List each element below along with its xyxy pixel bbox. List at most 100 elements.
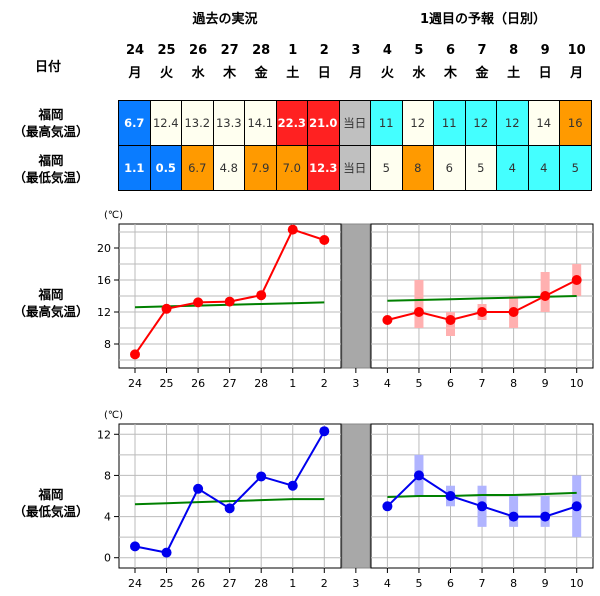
- observed-point: [256, 471, 267, 482]
- min-temp-cell: 5: [559, 145, 592, 191]
- day-number: 2: [319, 43, 329, 58]
- table-label-min-line1: 福岡: [38, 153, 64, 168]
- observed-point: [256, 290, 267, 301]
- day-weekday: 火: [160, 66, 174, 81]
- max-temp-cell: 14: [527, 100, 560, 146]
- x-tick-label: 26: [191, 577, 205, 590]
- day-number: 5: [414, 43, 424, 58]
- x-tick-label: 25: [160, 577, 174, 590]
- day-number: 7: [477, 43, 487, 58]
- x-tick-label: 1: [289, 577, 296, 590]
- day-weekday: 金: [254, 66, 268, 81]
- forecast-point: [413, 307, 424, 317]
- forecast-point: [382, 315, 393, 325]
- min-temp-cell: 4.8: [212, 145, 245, 191]
- x-tick-label: 3: [352, 577, 359, 590]
- forecast-point: [540, 511, 551, 522]
- day-weekday: 月: [349, 66, 363, 81]
- max-temp-cell: 当日: [338, 100, 371, 146]
- min-temp-cell: 8: [401, 145, 434, 191]
- observed-point: [193, 297, 204, 308]
- x-tick-label: 9: [542, 377, 549, 390]
- temperature-table: 6.7 12.4 13.2 13.3 14.1 22.3 21.0 当日 11 12 11 12 12 1…: [118, 100, 592, 191]
- forecast-range-bar: [414, 280, 424, 328]
- day-number: 6: [445, 43, 456, 58]
- observed-point: [319, 426, 330, 437]
- day-weekday: 土: [286, 66, 300, 81]
- day-weekday: 金: [475, 66, 489, 81]
- max-temp-cell: 22.3: [275, 100, 308, 146]
- normal-line: [134, 498, 325, 506]
- today-gap-block: [341, 223, 371, 369]
- x-tick-label: 4: [384, 577, 391, 590]
- x-tick-label: 4: [384, 377, 391, 390]
- forecast-point: [413, 470, 424, 481]
- max-temp-cell: 12.4: [149, 100, 182, 146]
- day-number: 24: [125, 43, 145, 58]
- table-row: 6.7 12.4 13.2 13.3 14.1 22.3 21.0 当日 11 12 11 12 12 1…: [118, 100, 592, 146]
- y-tick-label: 12: [97, 306, 111, 319]
- day-number: 3: [351, 43, 361, 58]
- x-tick-label: 6: [447, 577, 454, 590]
- observed-point: [161, 547, 172, 558]
- chart-label-max: 福岡 （最高気温）: [6, 286, 96, 320]
- day-number: 26: [189, 43, 208, 58]
- day-number: 9: [540, 43, 550, 58]
- min-temp-cell: 7.0: [275, 145, 308, 191]
- min-temp-cell: 5: [370, 145, 403, 191]
- observed-point: [287, 224, 298, 235]
- day-number: 25: [157, 43, 176, 58]
- table-label-min-line2: （最低気温）: [13, 170, 89, 185]
- day-weekday: 水: [191, 66, 205, 81]
- x-tick-label: 24: [128, 577, 142, 590]
- forecast-point: [508, 307, 519, 317]
- x-tick-label: 7: [479, 577, 486, 590]
- min-temp-cell: 7.9: [244, 145, 277, 191]
- x-tick-label: 26: [191, 377, 205, 390]
- date-label: 日付: [34, 60, 61, 75]
- forecast-range-bar: [509, 496, 519, 527]
- x-tick-label: 25: [160, 377, 174, 390]
- table-row: 1.1 0.5 6.7 4.8 7.9 7.0 12.3 当日 5 8 6 5 4 4 5: [118, 145, 592, 191]
- observed-point: [224, 503, 235, 514]
- observed-point: [224, 296, 235, 307]
- day-number: 27: [220, 43, 239, 58]
- forecast-range-bar: [540, 496, 550, 527]
- x-tick-label: 5: [415, 577, 422, 590]
- observed-point: [130, 541, 140, 552]
- x-tick-label: 1: [289, 377, 296, 390]
- max-temp-cell: 12: [496, 100, 529, 146]
- chart-label-min-line1: 福岡: [38, 487, 64, 502]
- max-temp-cell: 12: [401, 100, 434, 146]
- day-number: 4: [382, 43, 392, 58]
- y-tick-label: 20: [97, 242, 111, 255]
- observed-point: [193, 483, 204, 494]
- min-temp-cell: 4: [496, 145, 529, 191]
- x-tick-label: 10: [570, 377, 584, 390]
- day-number: 10: [567, 43, 586, 58]
- day-weekday: 木: [443, 66, 457, 81]
- forecast-point: [445, 315, 456, 325]
- observed-point: [130, 349, 140, 360]
- day-weekday: 日: [317, 66, 331, 81]
- x-tick-label: 7: [479, 377, 486, 390]
- forecast-point: [508, 511, 519, 522]
- x-tick-label: 6: [447, 377, 454, 390]
- observed-point: [287, 480, 298, 491]
- normal-line: [387, 491, 577, 499]
- forecast-point: [382, 501, 393, 512]
- y-tick-label: 8: [104, 469, 111, 482]
- y-tick-label: 12: [97, 428, 111, 441]
- max-temp-cell: 16: [559, 100, 592, 146]
- day-weekday: 木: [223, 66, 237, 81]
- unit-label: (℃): [104, 210, 123, 221]
- forecast-title: 1週目の予報（日別）: [419, 12, 547, 27]
- min-temp-cell: 0.5: [149, 145, 182, 191]
- table-label-max-line2: （最高気温）: [13, 124, 89, 139]
- x-tick-label: 27: [223, 377, 237, 390]
- x-tick-label: 9: [542, 577, 549, 590]
- chart-label-max-line1: 福岡: [38, 287, 64, 302]
- x-tick-label: 28: [254, 377, 268, 390]
